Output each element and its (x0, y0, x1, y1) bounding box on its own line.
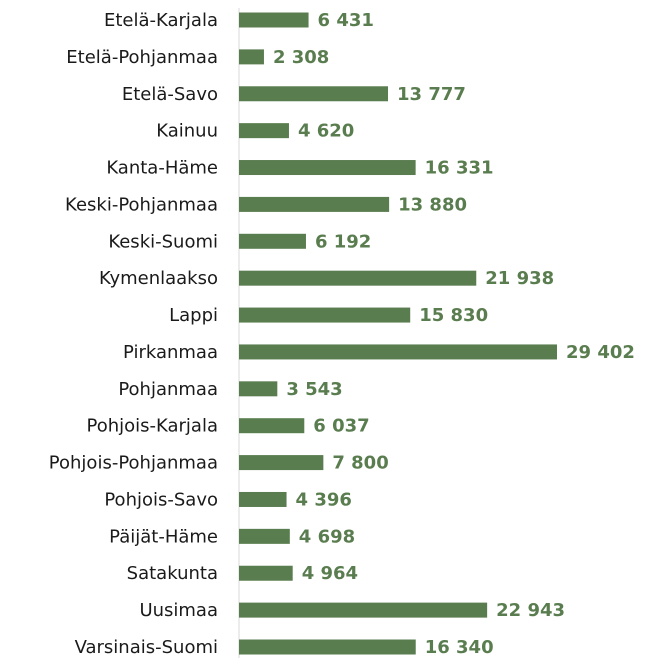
value-label: 21 938 (485, 268, 554, 289)
bar (239, 491, 287, 507)
value-label: 13 777 (397, 84, 466, 105)
category-label: Etelä-Savo (122, 84, 218, 105)
bar (239, 196, 390, 212)
category-label: Keski-Pohjanmaa (65, 194, 218, 215)
bar (239, 270, 477, 286)
value-label: 6 037 (313, 416, 369, 437)
bar (239, 381, 278, 397)
value-label: 22 943 (496, 600, 565, 621)
value-label: 4 964 (302, 563, 358, 584)
value-label: 4 396 (296, 489, 352, 510)
category-label: Uusimaa (139, 600, 218, 621)
bar (239, 528, 290, 544)
bar (239, 160, 416, 176)
category-label: Pohjanmaa (118, 379, 218, 400)
category-label: Keski-Suomi (108, 231, 218, 252)
bar (239, 307, 411, 323)
value-label: 15 830 (419, 305, 488, 326)
category-label: Pohjois-Pohjanmaa (49, 453, 218, 474)
value-label: 13 880 (398, 194, 467, 215)
bar (239, 565, 293, 581)
bar (239, 455, 324, 471)
value-label: 7 800 (332, 453, 388, 474)
bar (239, 86, 389, 102)
category-label: Satakunta (127, 563, 218, 584)
value-label: 16 331 (425, 158, 494, 179)
category-label: Kainuu (156, 121, 218, 142)
category-label: Etelä-Pohjanmaa (66, 47, 218, 68)
value-label: 4 698 (299, 526, 355, 547)
value-label: 2 308 (273, 47, 329, 68)
category-label: Pirkanmaa (123, 342, 218, 363)
value-label: 4 620 (298, 121, 354, 142)
category-label: Etelä-Karjala (104, 10, 218, 31)
bar (239, 123, 289, 139)
category-label: Kanta-Häme (106, 158, 218, 179)
category-label: Päijät-Häme (109, 526, 218, 547)
value-label: 3 543 (286, 379, 342, 400)
value-label: 6 192 (315, 231, 371, 252)
category-label: Lappi (169, 305, 218, 326)
category-label: Varsinais-Suomi (75, 637, 218, 658)
value-label: 29 402 (566, 342, 635, 363)
bar (239, 49, 264, 65)
bar (239, 418, 305, 434)
bar (239, 602, 488, 618)
category-label: Pohjois-Savo (104, 489, 218, 510)
category-label: Kymenlaakso (99, 268, 218, 289)
bar (239, 12, 309, 28)
bar (239, 344, 557, 360)
category-label: Pohjois-Karjala (86, 416, 218, 437)
bar (239, 639, 416, 655)
value-label: 16 340 (425, 637, 494, 658)
value-label: 6 431 (318, 10, 374, 31)
bar (239, 233, 306, 249)
